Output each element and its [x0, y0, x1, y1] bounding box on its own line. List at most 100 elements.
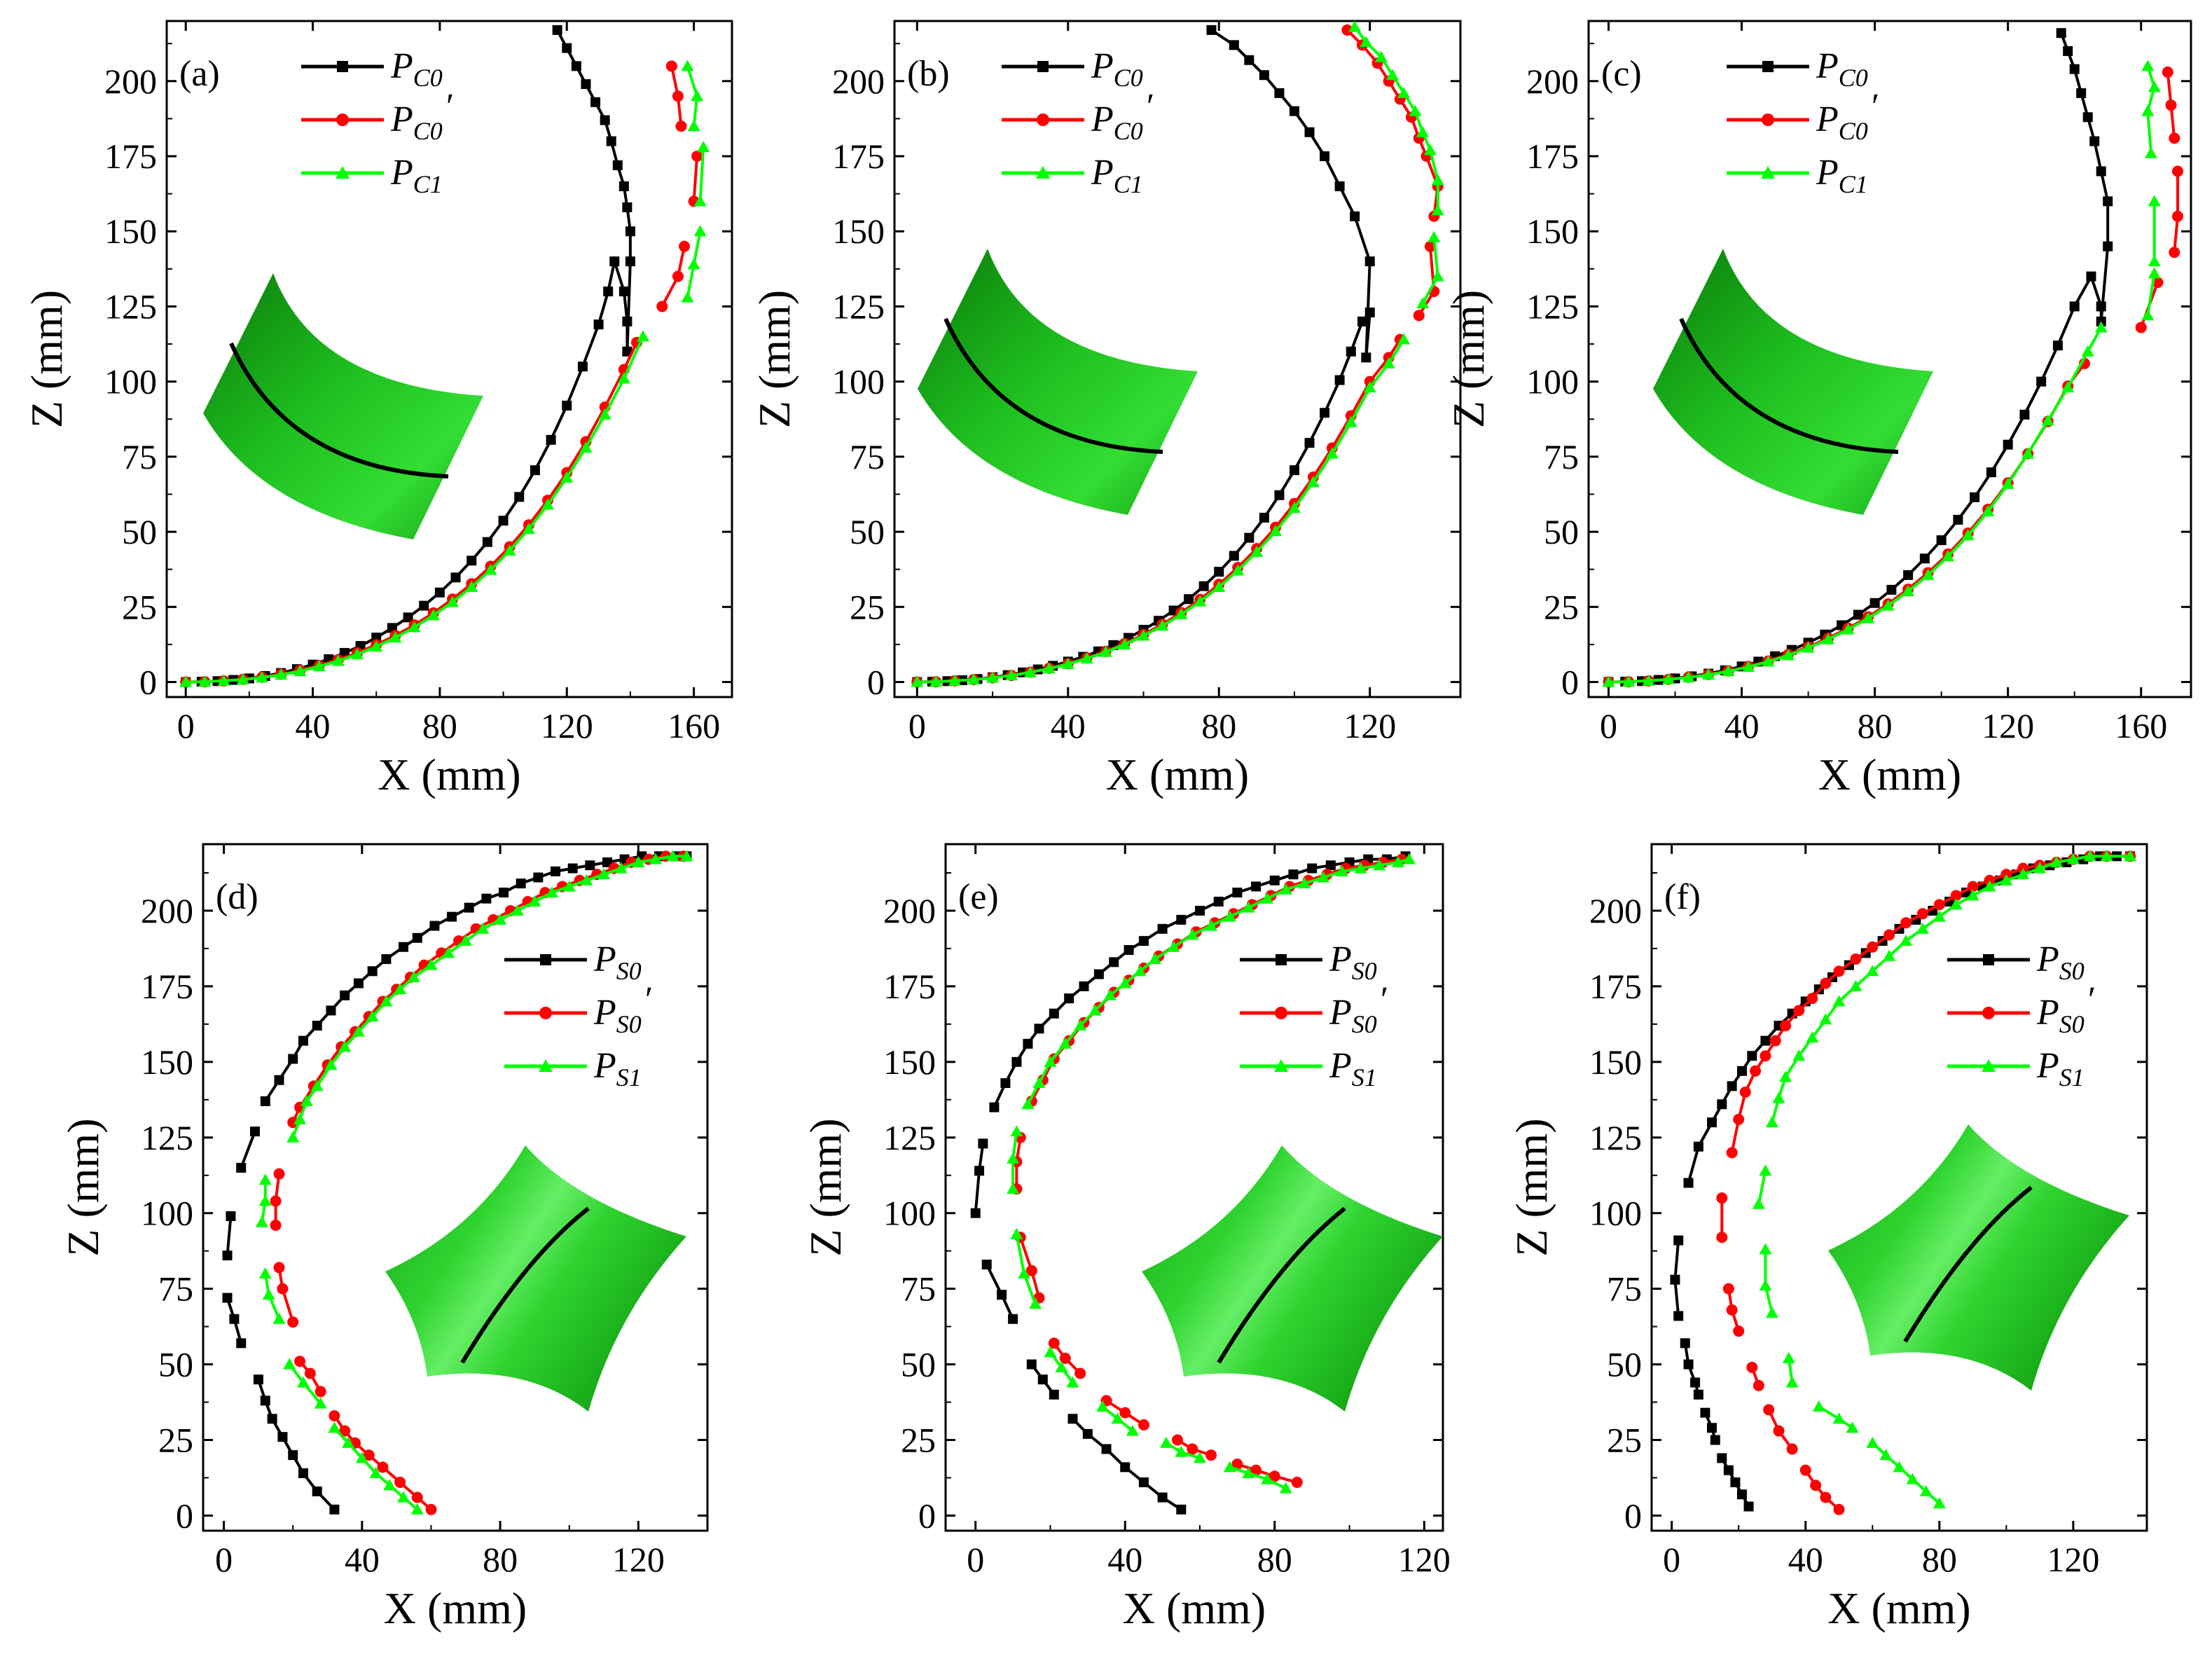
data-point: [1232, 888, 1243, 898]
panel-label: (f): [1664, 877, 1701, 917]
data-point: [546, 434, 556, 445]
series-line: [1730, 855, 2131, 1153]
surface-shape: [918, 249, 1198, 515]
y-tick-label: 200: [1589, 891, 1642, 930]
data-point: [1350, 211, 1360, 221]
legend-marker: [1037, 113, 1049, 126]
data-point: [1059, 1352, 1071, 1364]
panel-label: (b): [907, 54, 950, 94]
legend-marker: [540, 954, 551, 965]
data-point: [593, 319, 604, 330]
data-point: [522, 523, 535, 535]
x-tick-label: 0: [1600, 706, 1617, 745]
y-tick-label: 125: [141, 1118, 193, 1157]
data-point: [2141, 104, 2155, 116]
data-point: [1759, 1164, 1772, 1176]
data-point: [625, 256, 635, 267]
legend-marker: [1275, 1007, 1287, 1019]
legend-label: PC0′: [1816, 87, 1879, 145]
y-tick-label: 50: [850, 512, 885, 551]
data-point: [533, 872, 544, 883]
y-tick-label: 175: [1526, 137, 1579, 176]
data-point: [1320, 408, 1330, 418]
data-point: [1428, 230, 1441, 242]
data-point: [1373, 859, 1386, 871]
legend-marker: [336, 166, 350, 179]
data-point: [288, 1450, 298, 1461]
data-point: [179, 675, 193, 687]
data-point: [948, 674, 962, 686]
data-point: [2103, 196, 2113, 207]
data-point: [1862, 612, 1875, 623]
y-tick-label: 0: [176, 1496, 193, 1535]
data-point: [609, 256, 620, 267]
data-point: [297, 1376, 310, 1388]
data-point: [1044, 1346, 1057, 1358]
legend-label: PS1: [1329, 1046, 1377, 1091]
data-point: [986, 671, 1000, 683]
legend-label: PS1: [2036, 1046, 2085, 1091]
data-point: [1325, 860, 1336, 871]
data-point: [1736, 1489, 1747, 1500]
surface-curve: [943, 317, 1163, 454]
data-point: [1334, 181, 1345, 191]
data-point: [1111, 1412, 1124, 1424]
data-point: [1061, 657, 1074, 669]
data-point: [618, 287, 629, 296]
y-tick-label: 0: [867, 663, 885, 702]
data-point: [2069, 64, 2080, 74]
data-point: [1082, 1428, 1093, 1439]
y-tick-label: 25: [901, 1420, 936, 1459]
data-point: [1023, 1038, 1033, 1049]
data-point: [1769, 1035, 1781, 1047]
data-point: [1363, 381, 1376, 393]
data-point: [1833, 1503, 1845, 1515]
data-point: [2094, 321, 2108, 333]
data-point: [2033, 862, 2047, 874]
data-point: [1786, 1443, 1798, 1455]
data-point: [1021, 1098, 1035, 1110]
data-point: [1782, 649, 1795, 661]
data-point: [1288, 869, 1299, 880]
data-point: [1893, 1461, 1906, 1473]
data-point: [1167, 940, 1180, 952]
data-point: [2089, 136, 2100, 146]
panel-a: 0 40 80 120 160 0 25 50 75 100 125 150 175 200 X (mm) Z…: [22, 20, 733, 799]
data-point: [1096, 1400, 1110, 1412]
data-point: [1231, 564, 1245, 576]
plot-frame: [1650, 843, 2148, 1532]
data-point: [277, 1283, 289, 1295]
data-point: [1673, 1311, 1684, 1321]
data-point: [353, 978, 364, 988]
data-point: [1413, 310, 1425, 322]
data-point: [1773, 1425, 1785, 1437]
data-point: [1682, 671, 1695, 683]
x-tick-label: 80: [1858, 706, 1893, 745]
x-tick-label: 0: [1663, 1540, 1680, 1579]
data-point: [552, 25, 562, 35]
data-point: [1921, 568, 1935, 580]
series-line: [1353, 26, 1439, 211]
y-tick-label: 200: [832, 62, 885, 101]
y-tick-label: 100: [104, 362, 157, 401]
data-point: [1772, 1091, 1785, 1103]
panel-label: (c): [1601, 54, 1642, 94]
data-point: [1357, 316, 1367, 326]
data-point: [1251, 881, 1261, 892]
data-point: [1693, 1389, 1703, 1400]
data-point: [198, 675, 212, 687]
data-point: [1933, 899, 1945, 911]
data-point: [1780, 1020, 1792, 1032]
data-point: [1759, 1243, 1772, 1255]
data-point: [1341, 24, 1353, 36]
data-point: [1058, 1037, 1072, 1049]
data-point: [1762, 655, 1775, 667]
y-tick-label: 0: [1624, 1496, 1642, 1535]
data-point: [1088, 1004, 1102, 1016]
data-point: [2050, 855, 2064, 867]
data-point: [2052, 340, 2063, 351]
data-point: [693, 195, 707, 207]
data-point: [1727, 1081, 1737, 1091]
data-point: [494, 913, 507, 925]
